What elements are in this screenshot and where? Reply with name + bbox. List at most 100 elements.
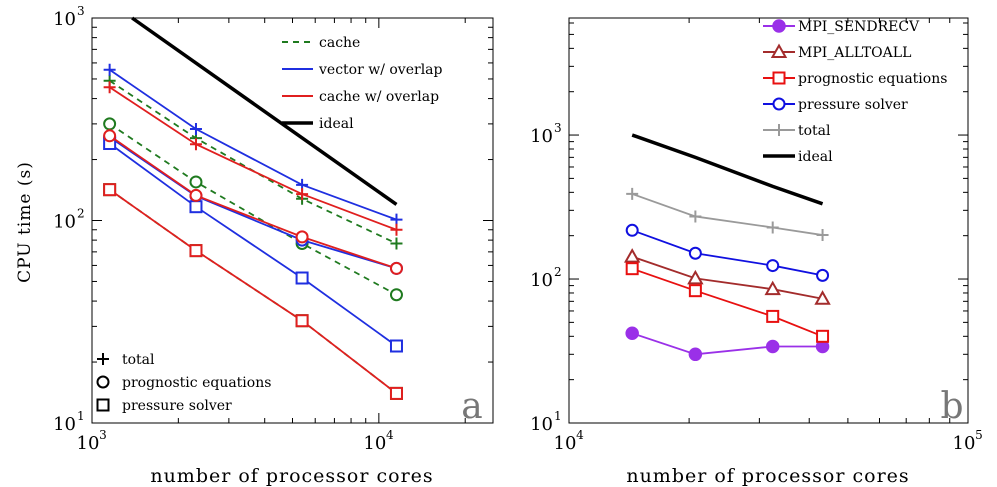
data-point-marker — [103, 117, 117, 131]
data-point-marker — [816, 268, 830, 282]
y-tick-exponent: 1 — [77, 409, 85, 423]
data-point-marker — [189, 200, 203, 214]
legend-label: ideal — [798, 149, 833, 165]
series-line — [631, 332, 823, 356]
y-tick-label: 10 — [53, 212, 76, 233]
series-line — [631, 193, 823, 236]
data-point-marker — [764, 280, 781, 296]
series-line — [109, 86, 397, 231]
x-tick-label: 10 — [554, 433, 577, 454]
series-line — [109, 69, 397, 221]
legend-marker — [772, 97, 786, 111]
y-tick-exponent: 3 — [77, 4, 85, 18]
data-point-marker — [295, 271, 309, 285]
y-tick-label: 10 — [530, 414, 553, 435]
panel-label-a: a — [461, 386, 482, 427]
data-point-marker — [189, 244, 203, 258]
data-point-marker — [766, 221, 779, 234]
series-line — [109, 136, 397, 270]
data-point-marker — [626, 187, 639, 200]
plot-frame-b — [568, 17, 969, 424]
y-tick-label: 10 — [53, 414, 76, 435]
series-b — [623, 133, 831, 362]
data-point-marker — [625, 223, 639, 237]
legend-label: pressure solver — [122, 398, 232, 414]
series-line — [109, 123, 397, 296]
data-point-marker — [816, 229, 829, 242]
data-point-marker — [389, 386, 403, 400]
legend-marker — [773, 124, 785, 136]
x-axis-label-b: number of processor cores — [626, 465, 909, 487]
data-point-marker — [103, 81, 116, 94]
x-tick-label: 10 — [953, 433, 976, 454]
legend-label: prognostic equations — [122, 375, 271, 391]
y-tick-label: 10 — [530, 126, 553, 147]
legend-marker — [96, 398, 110, 412]
data-point-marker — [389, 339, 403, 353]
legend-label: MPI_ALLTOALL — [798, 45, 911, 61]
ticks-b: 10 4 10 510 110 210 3 — [530, 18, 983, 454]
data-point-marker — [390, 237, 403, 250]
data-point-marker — [765, 339, 780, 354]
data-point-marker — [689, 210, 702, 223]
data-point-marker — [390, 213, 403, 226]
ticks-a: 10 3 10 410 110 210 3 — [53, 4, 493, 454]
data-point-marker — [623, 248, 641, 263]
legend-marker — [772, 71, 786, 85]
legend-marker — [97, 353, 109, 365]
legend-marker — [770, 43, 788, 58]
legend-a: cache vector w/ overlap cache w/ overlap id… — [282, 35, 443, 132]
x-axis-label-a: number of processor cores — [150, 465, 433, 487]
y-tick-exponent: 3 — [554, 121, 562, 135]
legend-label: vector w/ overlap — [318, 62, 443, 78]
legend-label: ideal — [319, 116, 354, 132]
legend-label: MPI_SENDRECV — [798, 19, 920, 35]
x-tick-exponent: 3 — [99, 428, 107, 442]
legend-label: total — [122, 352, 155, 368]
legend-label: prognostic equations — [798, 71, 947, 87]
data-point-marker — [295, 314, 309, 328]
series-line — [631, 229, 823, 277]
y-tick-exponent: 2 — [77, 207, 85, 221]
x-tick-label: 10 — [77, 433, 100, 454]
data-point-marker — [296, 188, 309, 201]
data-point-marker — [390, 223, 403, 236]
data-point-marker — [389, 261, 403, 275]
series-line — [109, 142, 398, 347]
y-tick-exponent: 1 — [554, 409, 562, 423]
data-point-marker — [625, 262, 639, 276]
data-point-marker — [189, 188, 203, 202]
marker-legend-a: total prognostic equations pressure solver — [96, 352, 271, 414]
data-point-marker — [816, 329, 830, 343]
panel-label-b: b — [940, 386, 963, 427]
data-point-marker — [295, 230, 309, 244]
data-point-marker — [625, 326, 639, 341]
legend-label: cache — [319, 35, 360, 51]
legend-label: cache w/ overlap — [319, 89, 439, 105]
series-line — [109, 135, 397, 270]
data-point-marker — [814, 290, 831, 305]
data-point-marker — [189, 123, 202, 136]
panel-b: 10 4 10 510 110 210 3 MPI_SENDRECV MPI_ALLTOALL… — [530, 17, 983, 487]
legend-marker — [96, 375, 110, 389]
data-point-marker — [766, 309, 780, 323]
x-tick-exponent: 4 — [576, 428, 584, 442]
series-line — [631, 133, 824, 206]
data-point-marker — [688, 347, 703, 362]
series-line — [631, 267, 823, 338]
series-line — [131, 16, 398, 206]
data-point-marker — [189, 175, 203, 189]
y-axis-label-a: CPU time (s) — [15, 161, 35, 283]
data-point-marker — [389, 288, 403, 302]
data-point-marker — [687, 269, 704, 285]
series-line — [109, 188, 398, 395]
series-line — [109, 79, 397, 245]
y-tick-label: 10 — [53, 9, 76, 30]
data-point-marker — [103, 183, 117, 197]
y-tick-label: 10 — [530, 270, 553, 291]
legend-b: MPI_SENDRECV MPI_ALLTOALL prognostic equat… — [763, 19, 947, 165]
data-point-marker — [103, 129, 117, 143]
legend-label: total — [798, 123, 831, 139]
series-line — [631, 255, 823, 300]
